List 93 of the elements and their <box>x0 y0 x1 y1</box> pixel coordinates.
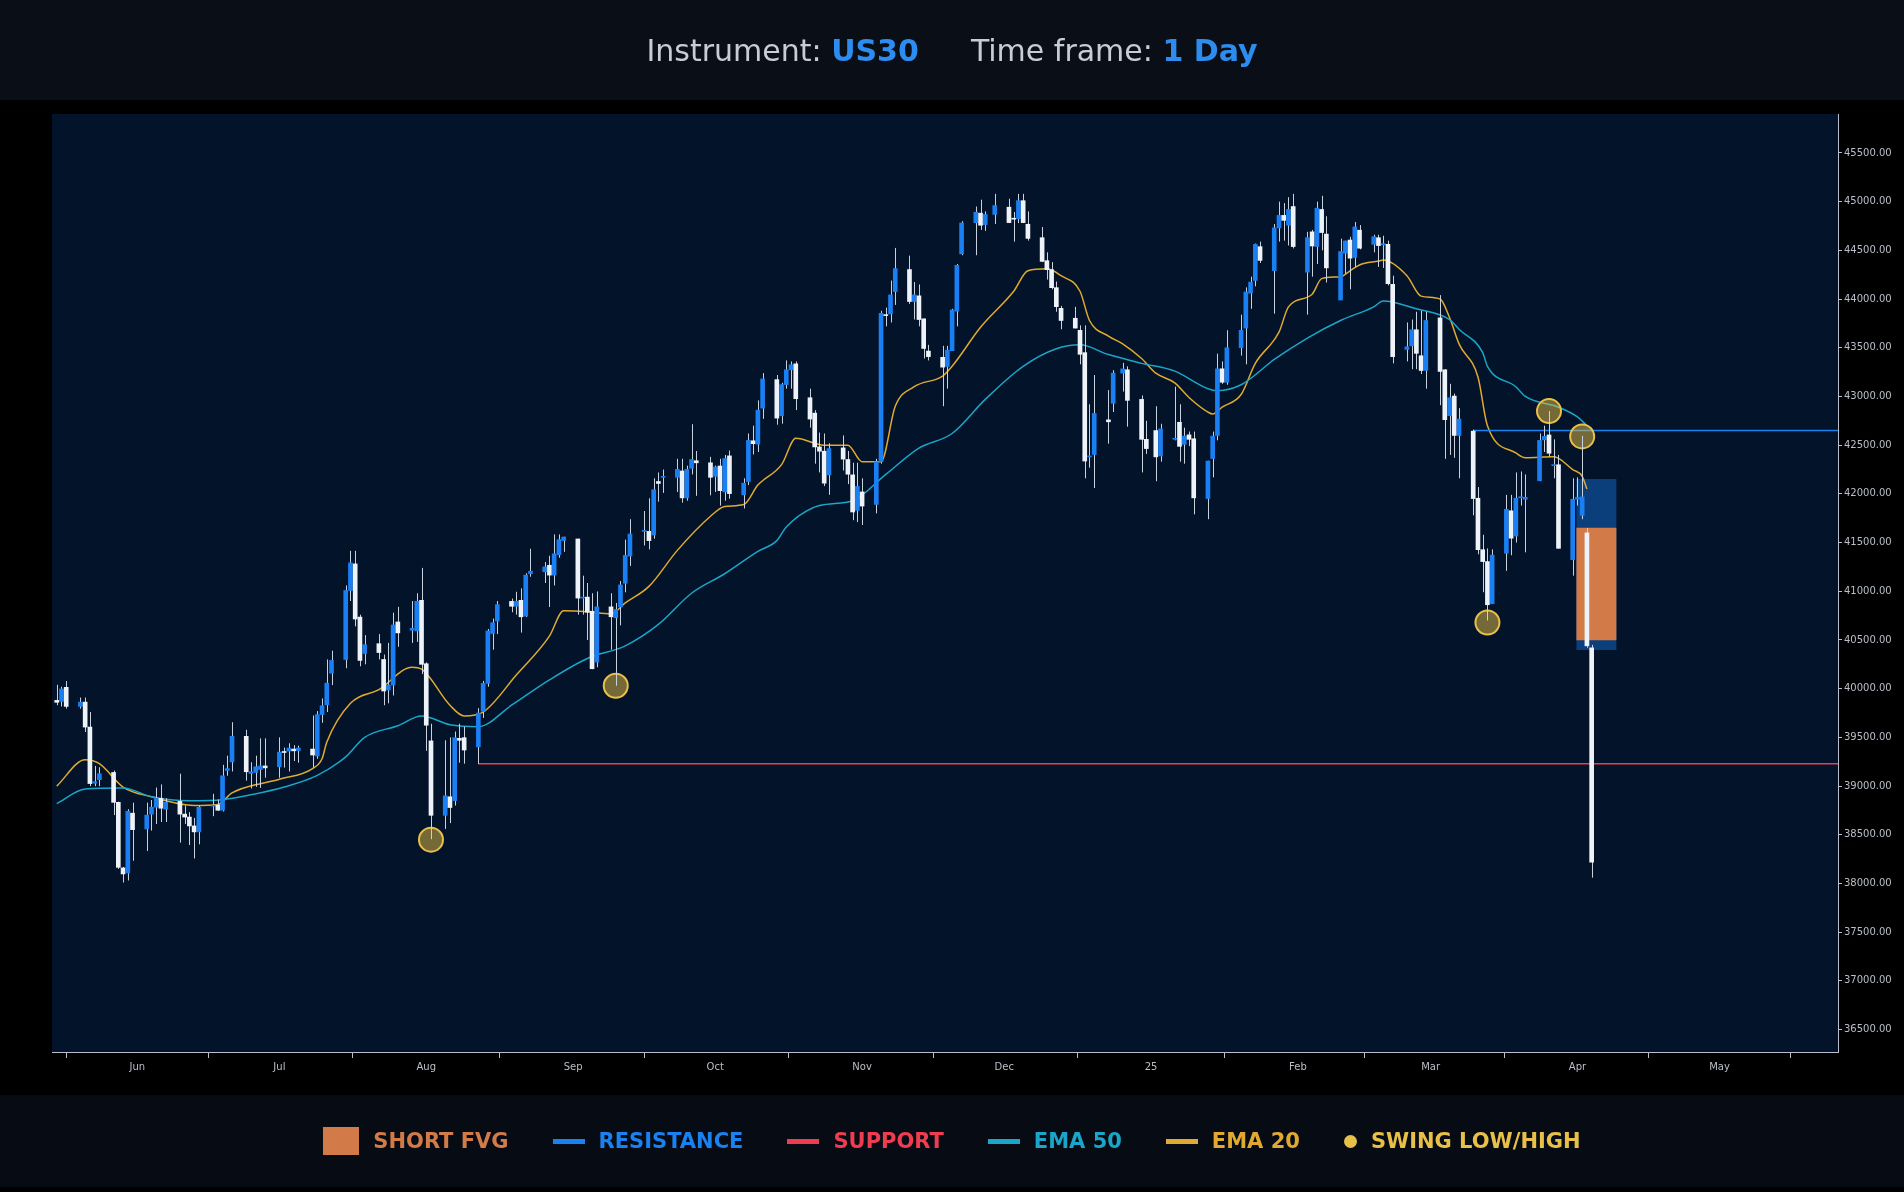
candlestick <box>973 206 979 256</box>
x-tick-label: Jul <box>272 1060 286 1072</box>
candlestick <box>911 281 917 321</box>
y-tick-label: 38500.00 <box>1844 828 1892 840</box>
candlestick <box>409 600 415 644</box>
legend-label: SWING LOW/HIGH <box>1370 1129 1581 1153</box>
candlestick <box>675 458 680 493</box>
candlestick <box>1380 235 1386 269</box>
candlestick <box>992 193 998 225</box>
candlestick <box>457 723 462 764</box>
y-tick-label: 37000.00 <box>1844 974 1892 986</box>
legend-label: SUPPORT <box>833 1129 944 1153</box>
candlestick <box>158 783 164 823</box>
candlestick <box>59 686 64 707</box>
candlestick <box>660 469 666 494</box>
y-tick-label: 42000.00 <box>1844 487 1892 499</box>
x-tick-label: 25 <box>1144 1060 1158 1072</box>
legend-label: SHORT FVG <box>373 1129 509 1153</box>
candlestick <box>1551 438 1557 479</box>
candlestick <box>210 793 216 817</box>
candlestick <box>1286 196 1291 246</box>
legend-label: EMA 50 <box>1033 1129 1122 1153</box>
x-tick-label: Apr <box>1568 1060 1587 1072</box>
candlestick <box>248 761 254 790</box>
candlestick <box>641 510 647 546</box>
candlestick <box>1011 211 1017 243</box>
x-tick-label: Sep <box>563 1060 583 1072</box>
candlestick <box>693 450 699 497</box>
candlestick <box>253 755 259 788</box>
point <box>1474 609 1501 636</box>
x-tick-label: Feb <box>1289 1060 1307 1072</box>
candlestick <box>362 634 367 665</box>
candlestick <box>788 360 794 390</box>
candlestick <box>447 736 453 824</box>
y-tick-label: 37500.00 <box>1844 925 1892 937</box>
candlestick <box>547 555 552 608</box>
x-tick-label: Aug <box>416 1060 437 1072</box>
point <box>1569 423 1596 450</box>
candlestick <box>1404 321 1410 362</box>
legend-label: RESISTANCE <box>598 1129 744 1153</box>
y-tick-label: 45000.00 <box>1844 195 1892 207</box>
y-tick-label: 36500.00 <box>1844 1023 1892 1035</box>
y-tick-label: 42500.00 <box>1844 438 1892 450</box>
candlestick <box>1219 360 1225 385</box>
candlestick <box>277 736 282 779</box>
y-tick-label: 43000.00 <box>1844 390 1892 402</box>
x-tick-label: Nov <box>852 1060 872 1072</box>
candlestick <box>1357 224 1362 250</box>
x-tick-label: Jun <box>128 1060 146 1072</box>
candlestick <box>1281 202 1287 242</box>
candlestick <box>130 802 135 862</box>
x-tick-label: May <box>1709 1060 1730 1072</box>
y-tick-label: 43500.00 <box>1844 341 1892 353</box>
y-tick-label: 44000.00 <box>1844 292 1892 304</box>
candlestick <box>310 714 315 769</box>
candlestick <box>63 680 69 710</box>
x-tick-label: Dec <box>994 1060 1014 1072</box>
y-tick-label: 44500.00 <box>1844 243 1892 255</box>
candlestick <box>1409 319 1414 370</box>
y-tick-label: 40000.00 <box>1844 682 1892 694</box>
candlestick <box>376 633 382 660</box>
candlestick <box>883 307 889 327</box>
chart-title: Instrument: US30 <box>646 32 919 68</box>
y-tick-label: 41000.00 <box>1844 584 1892 596</box>
candlestick <box>750 425 756 455</box>
legend-label: EMA 20 <box>1211 1129 1300 1153</box>
point <box>602 672 629 699</box>
y-tick-label: 39000.00 <box>1844 779 1892 791</box>
candlestick <box>54 684 60 706</box>
candlestick <box>1447 383 1452 456</box>
candlestick <box>1172 386 1178 441</box>
candlestick <box>144 802 150 852</box>
candlestick <box>712 465 718 493</box>
y-tick-label: 40500.00 <box>1844 633 1892 645</box>
y-tick-label: 45500.00 <box>1844 146 1892 158</box>
candlestick <box>153 787 159 825</box>
y-tick-label: 41500.00 <box>1844 536 1892 548</box>
candlestick <box>940 345 945 407</box>
candlestick <box>542 561 548 584</box>
candlestick <box>708 456 713 496</box>
point <box>417 826 444 853</box>
chart-subtitle: Time frame: 1 Day <box>970 32 1258 68</box>
candlestick <box>281 747 287 769</box>
candlestick <box>1181 427 1187 465</box>
candlestick <box>982 210 988 232</box>
candlestick <box>1257 241 1263 264</box>
candlestick <box>442 739 448 830</box>
point <box>1536 398 1563 425</box>
x-tick-label: Mar <box>1421 1060 1441 1072</box>
x-tick-label: Oct <box>706 1060 724 1072</box>
candlestick <box>1579 435 1585 520</box>
y-tick-label: 39500.00 <box>1844 730 1892 742</box>
y-tick-label: 38000.00 <box>1844 877 1892 889</box>
